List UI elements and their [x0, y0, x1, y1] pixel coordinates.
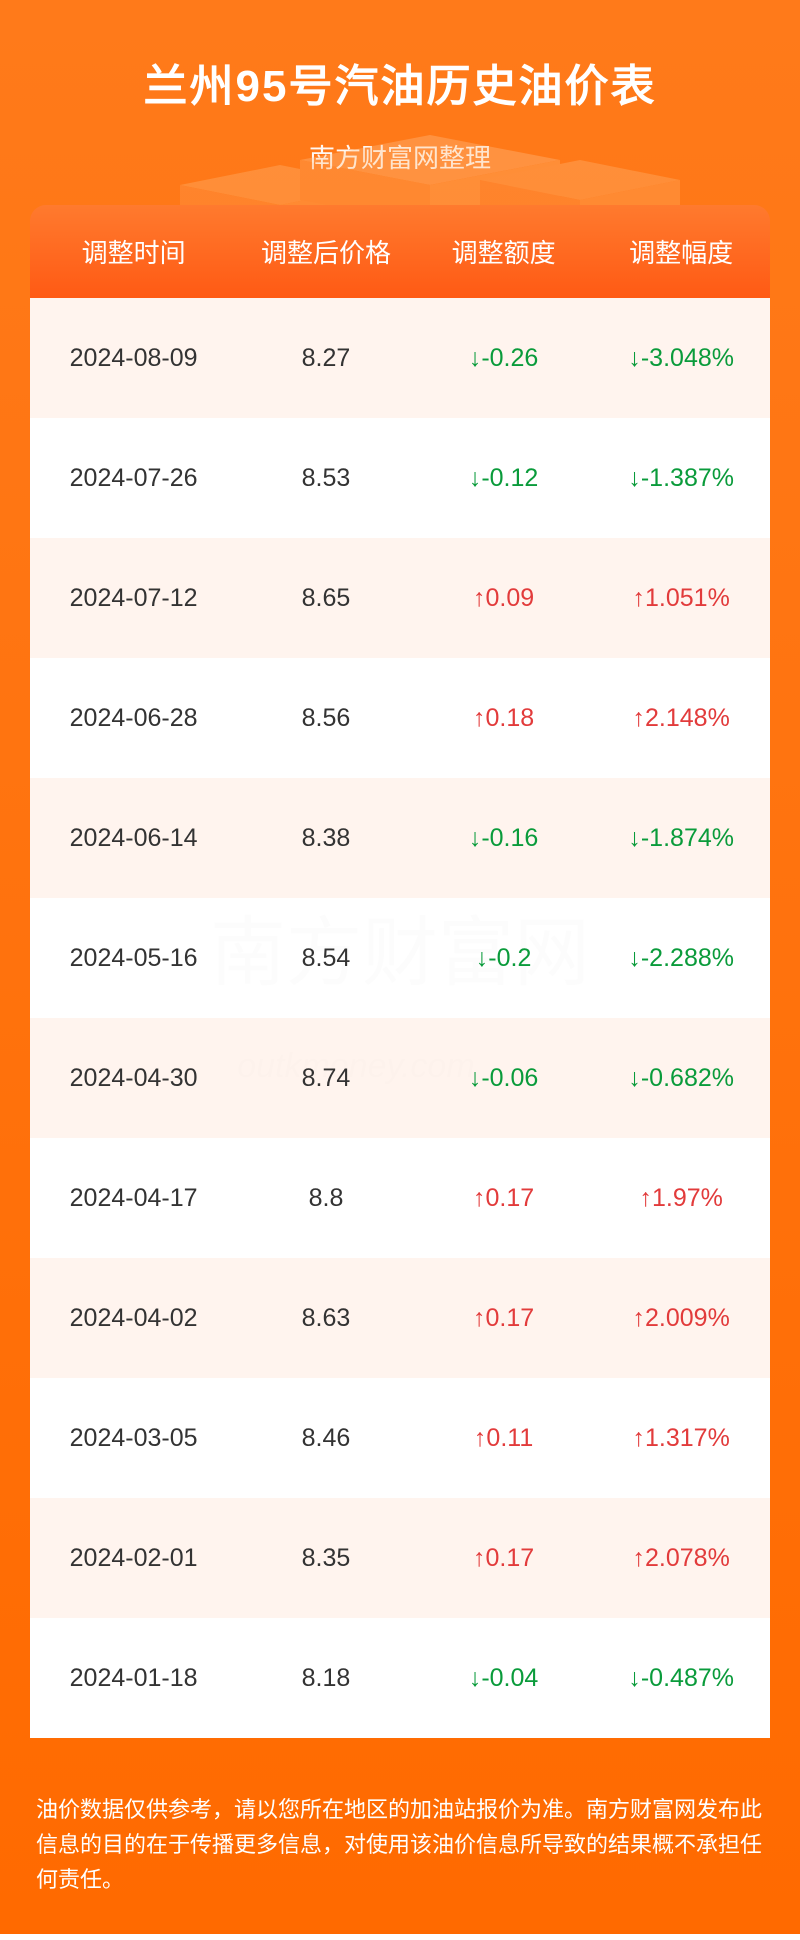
column-header-date: 调整时间: [30, 233, 237, 270]
cell-amount: ↓-0.2: [415, 944, 593, 973]
cell-date: 2024-04-17: [30, 1184, 237, 1213]
cell-price: 8.54: [237, 944, 415, 973]
cell-amount: ↑0.17: [415, 1544, 593, 1573]
cell-price: 8.65: [237, 584, 415, 613]
cell-price: 8.53: [237, 464, 415, 493]
cell-price: 8.74: [237, 1064, 415, 1093]
cell-percent: ↓-0.682%: [592, 1064, 770, 1093]
table-row: 2024-01-188.18↓-0.04↓-0.487%: [30, 1618, 770, 1738]
cell-percent: ↓-2.288%: [592, 944, 770, 973]
cell-price: 8.56: [237, 704, 415, 733]
cell-percent: ↓-1.874%: [592, 824, 770, 853]
cell-amount: ↑0.18: [415, 704, 593, 733]
cell-amount: ↑0.09: [415, 584, 593, 613]
cell-amount: ↓-0.26: [415, 344, 593, 373]
price-table: 调整时间 调整后价格 调整额度 调整幅度 南方财富网 outkmoney.com…: [30, 205, 770, 1738]
table-row: 2024-03-058.46↑0.11↑1.317%: [30, 1378, 770, 1498]
page-container: 兰州95号汽油历史油价表 南方财富网整理 调整时间: [0, 0, 800, 1934]
cell-date: 2024-01-18: [30, 1664, 237, 1693]
cell-amount: ↓-0.12: [415, 464, 593, 493]
cell-percent: ↑1.051%: [592, 584, 770, 613]
cell-price: 8.46: [237, 1424, 415, 1453]
table-row: 2024-04-178.8↑0.17↑1.97%: [30, 1138, 770, 1258]
column-header-percent: 调整幅度: [592, 233, 770, 270]
cell-price: 8.18: [237, 1664, 415, 1693]
cell-percent: ↑2.009%: [592, 1304, 770, 1333]
cell-amount: ↑0.11: [415, 1424, 593, 1453]
cell-date: 2024-04-02: [30, 1304, 237, 1333]
cell-date: 2024-07-12: [30, 584, 237, 613]
cell-percent: ↓-3.048%: [592, 344, 770, 373]
cell-amount: ↓-0.16: [415, 824, 593, 853]
table-row: 2024-02-018.35↑0.17↑2.078%: [30, 1498, 770, 1618]
cell-price: 8.8: [237, 1184, 415, 1213]
table-header-row: 调整时间 调整后价格 调整额度 调整幅度: [30, 205, 770, 298]
cell-amount: ↑0.17: [415, 1304, 593, 1333]
table-container: 调整时间 调整后价格 调整额度 调整幅度 南方财富网 outkmoney.com…: [0, 205, 800, 1768]
cell-date: 2024-03-05: [30, 1424, 237, 1453]
page-subtitle: 南方财富网整理: [20, 138, 780, 175]
table-body: 南方财富网 outkmoney.com 2024-08-098.27↓-0.26…: [30, 298, 770, 1738]
table-row: 2024-06-288.56↑0.18↑2.148%: [30, 658, 770, 778]
column-header-amount: 调整额度: [415, 233, 593, 270]
cell-price: 8.27: [237, 344, 415, 373]
header: 兰州95号汽油历史油价表 南方财富网整理: [0, 0, 800, 205]
column-header-price: 调整后价格: [237, 233, 415, 270]
cell-date: 2024-06-14: [30, 824, 237, 853]
cell-percent: ↓-0.487%: [592, 1664, 770, 1693]
cell-percent: ↑1.97%: [592, 1184, 770, 1213]
table-row: 2024-05-168.54↓-0.2↓-2.288%: [30, 898, 770, 1018]
cell-percent: ↓-1.387%: [592, 464, 770, 493]
cell-percent: ↑2.148%: [592, 704, 770, 733]
cell-price: 8.35: [237, 1544, 415, 1573]
table-row: 2024-08-098.27↓-0.26↓-3.048%: [30, 298, 770, 418]
page-title: 兰州95号汽油历史油价表: [20, 50, 780, 114]
cell-date: 2024-02-01: [30, 1544, 237, 1573]
cell-amount: ↓-0.04: [415, 1664, 593, 1693]
cell-amount: ↓-0.06: [415, 1064, 593, 1093]
cell-price: 8.38: [237, 824, 415, 853]
cell-date: 2024-07-26: [30, 464, 237, 493]
cell-amount: ↑0.17: [415, 1184, 593, 1213]
cell-date: 2024-08-09: [30, 344, 237, 373]
table-row: 2024-06-148.38↓-0.16↓-1.874%: [30, 778, 770, 898]
cell-date: 2024-05-16: [30, 944, 237, 973]
cell-percent: ↑1.317%: [592, 1424, 770, 1453]
table-row: 2024-07-128.65↑0.09↑1.051%: [30, 538, 770, 658]
table-row: 2024-07-268.53↓-0.12↓-1.387%: [30, 418, 770, 538]
cell-date: 2024-04-30: [30, 1064, 237, 1093]
disclaimer: 油价数据仅供参考，请以您所在地区的加油站报价为准。南方财富网发布此信息的目的在于…: [0, 1768, 800, 1934]
table-row: 2024-04-308.74↓-0.06↓-0.682%: [30, 1018, 770, 1138]
table-row: 2024-04-028.63↑0.17↑2.009%: [30, 1258, 770, 1378]
cell-price: 8.63: [237, 1304, 415, 1333]
cell-percent: ↑2.078%: [592, 1544, 770, 1573]
cell-date: 2024-06-28: [30, 704, 237, 733]
